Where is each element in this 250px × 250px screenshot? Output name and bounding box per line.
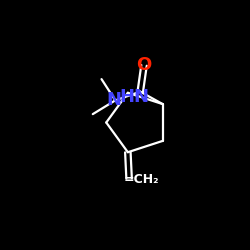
Text: =CH₂: =CH₂ [124,173,159,186]
Text: O: O [136,56,152,74]
Text: N: N [106,92,122,110]
Text: HN: HN [119,88,149,106]
